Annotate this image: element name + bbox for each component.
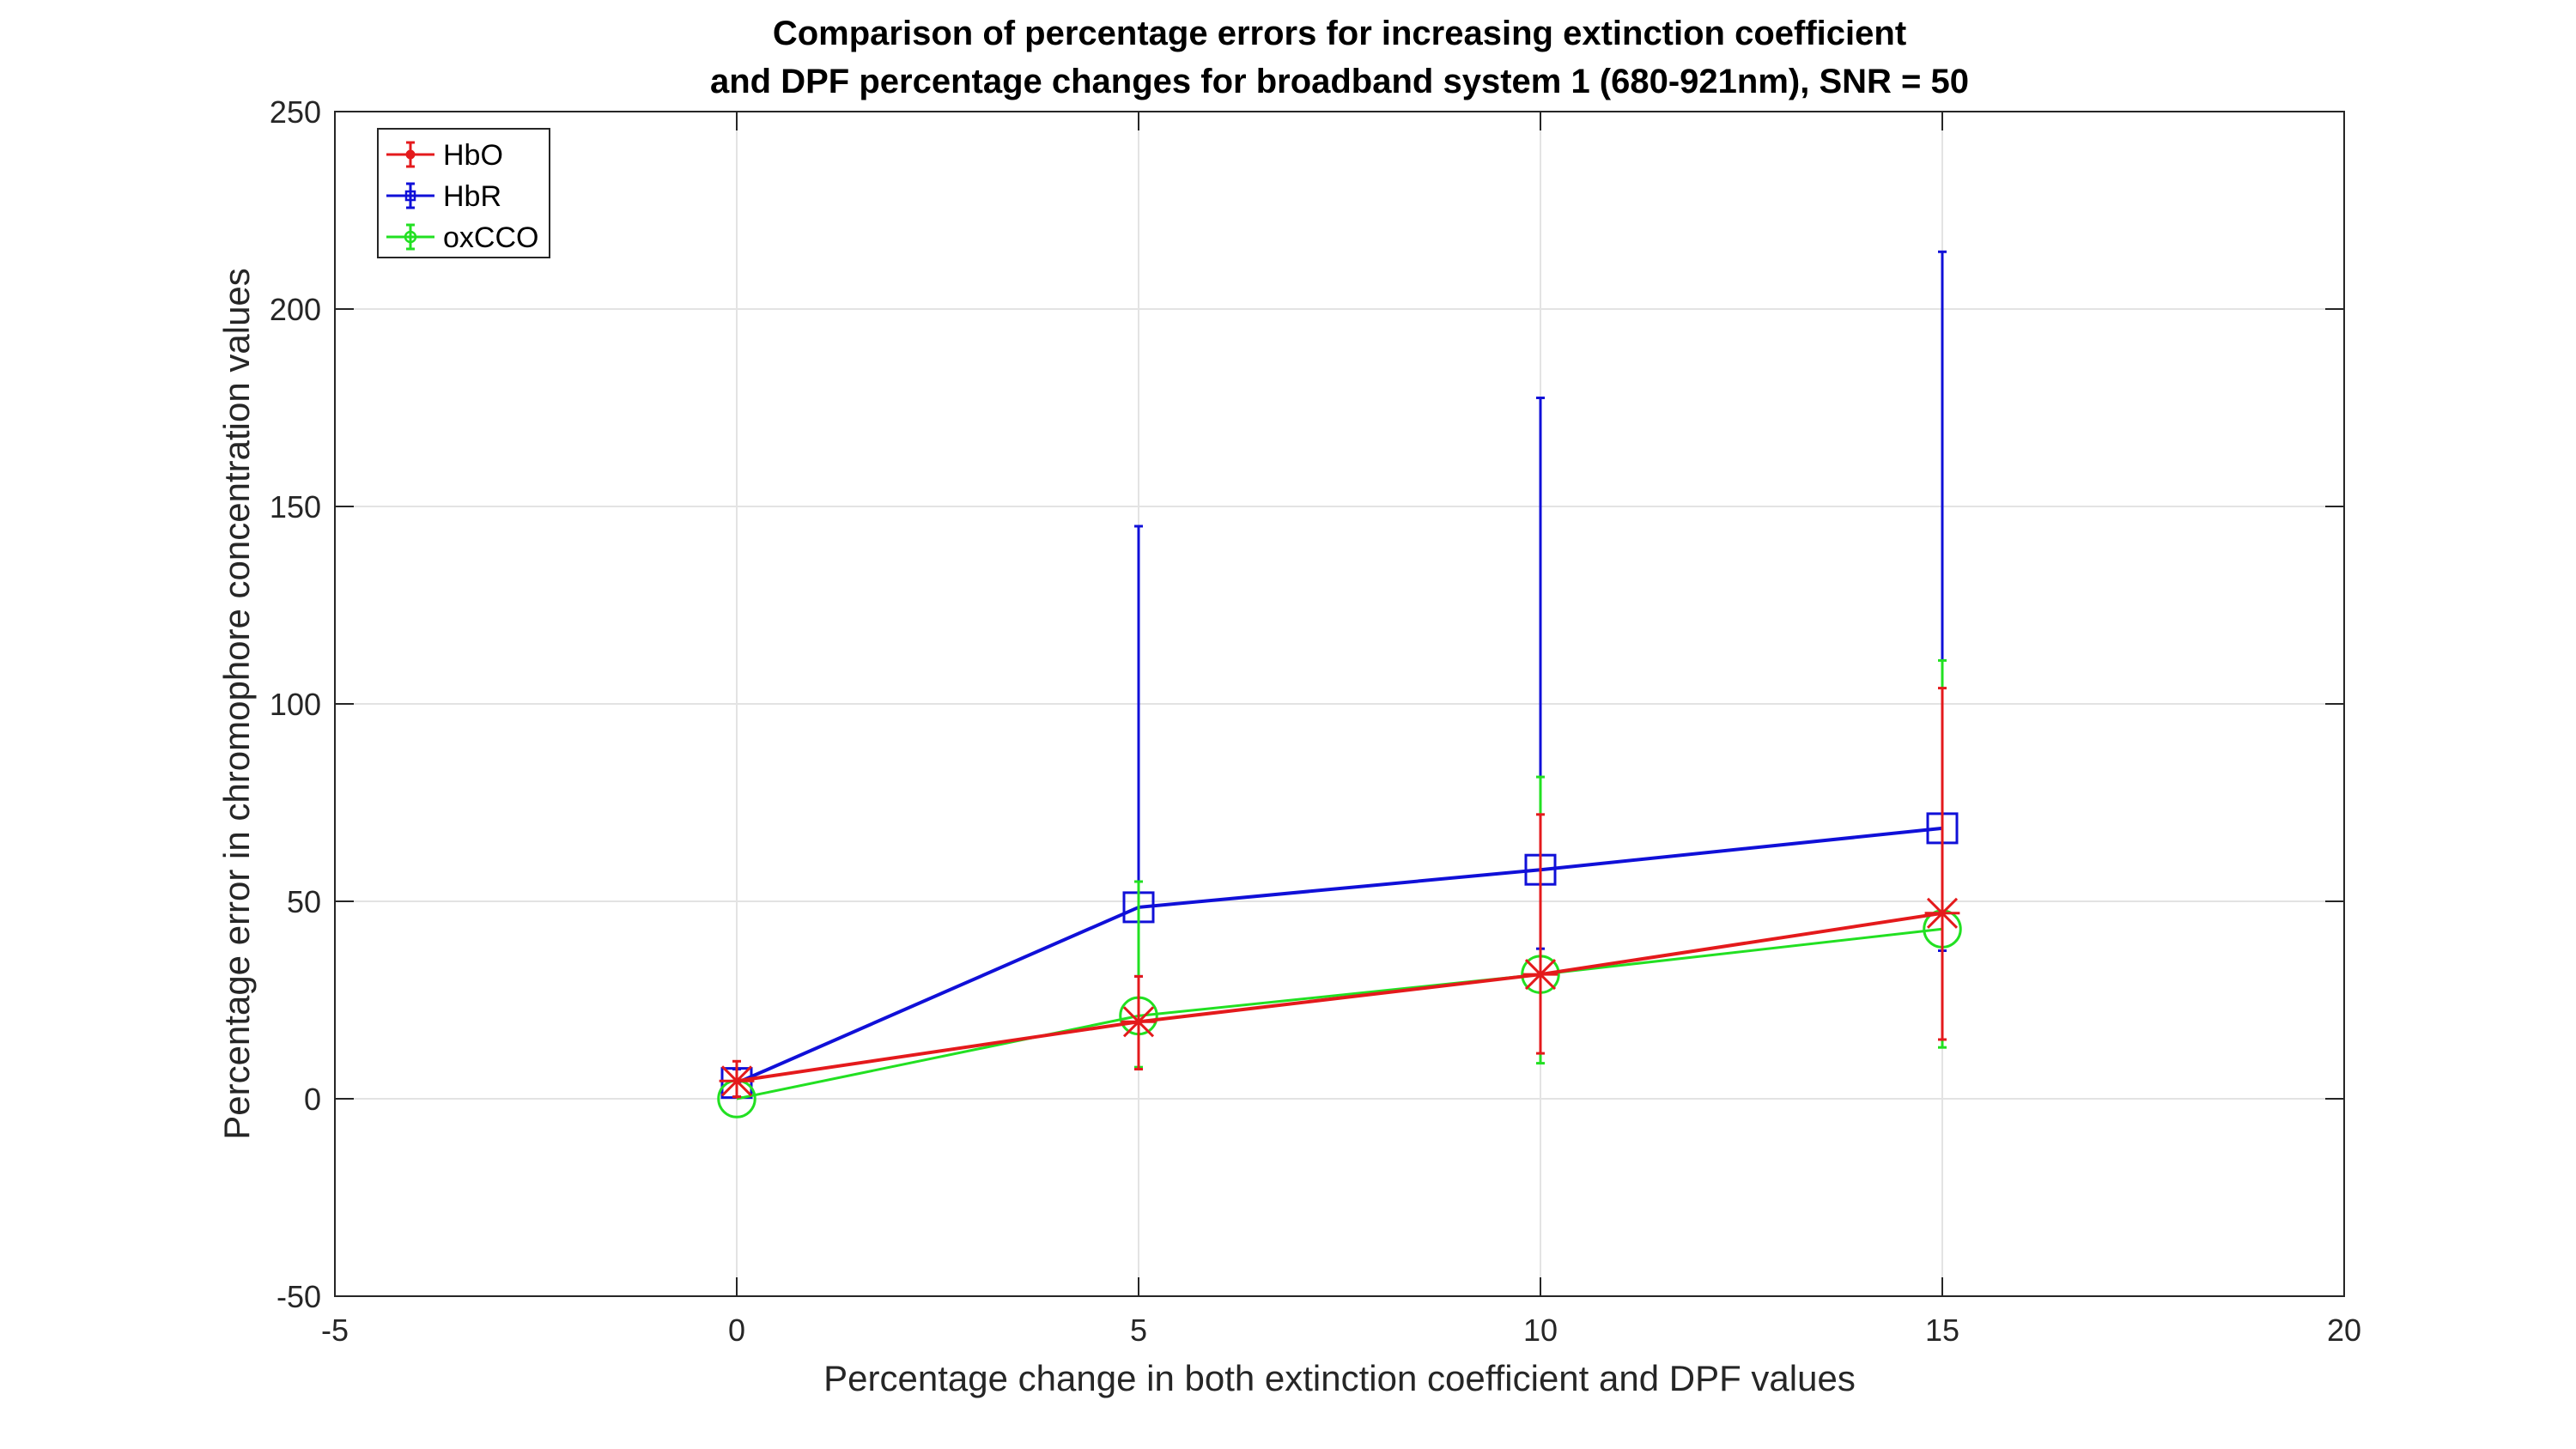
legend-marker-hbo [405,149,416,160]
marker-hbo [1121,1003,1157,1040]
y-tick-label: 150 [270,489,321,524]
grid [335,112,2344,1296]
x-tick-label: -5 [321,1313,349,1348]
y-tick-label: 200 [270,292,321,327]
y-tick-label: -50 [276,1279,321,1314]
x-tick-label: 5 [1130,1313,1147,1348]
series-layer [717,250,1962,1119]
chart-title-line-1: Comparison of percentage errors for incr… [773,15,1906,52]
legend-marker-hbr [404,190,416,202]
chart-title-line-2: and DPF percentage changes for broadband… [710,63,1969,100]
legend-entry-hbr: HbR [386,180,501,213]
legend-entry-hbo: HbO [386,139,503,172]
legend-marker-oxcco [404,230,417,244]
marker-hbo [1924,895,1960,931]
series-line-hbr [736,826,1943,1085]
y-tick-label: 50 [287,884,321,919]
series-line-hbo [736,911,1943,1083]
marker-hbo [1522,956,1558,992]
legend-entry-oxcco: oxCCO [386,221,538,254]
series-hbo [719,687,1960,1099]
x-tick-label: 10 [1523,1313,1558,1348]
y-axis-label: Percentage error in chromophore concentr… [216,268,257,1140]
legend-label-hbr: HbR [443,180,501,213]
x-tick-label: 0 [728,1313,745,1348]
legend-label-oxcco: oxCCO [443,221,538,254]
legend-label-hbo: HbO [443,139,503,172]
x-axis-label: Percentage change in both extinction coe… [823,1358,1856,1398]
y-tick-label: 0 [304,1082,321,1117]
series-line-oxcco [736,927,1943,1100]
y-tick-label: 250 [270,94,321,130]
legend: HbO HbR oxCCO [377,128,550,258]
marker-hbo [719,1063,755,1099]
x-tick-label: 20 [2327,1313,2361,1348]
x-tick-label: 15 [1925,1313,1959,1348]
y-tick-label: 100 [270,687,321,722]
